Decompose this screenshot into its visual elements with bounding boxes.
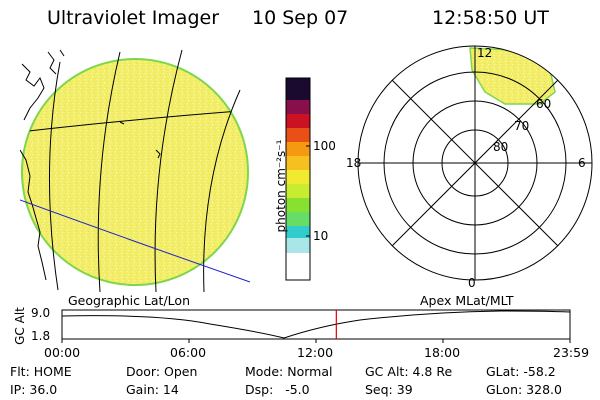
- orbit-track: [20, 199, 251, 283]
- time-tick-1800: 18:00: [424, 345, 461, 360]
- time-tick-0600: 06:00: [170, 345, 207, 360]
- mlat-label-60: 60: [536, 97, 552, 111]
- status-gc-alt: GC Alt: 4.8 Re: [365, 364, 453, 379]
- status-door: Door: Open: [126, 364, 198, 379]
- apex-label: Apex MLat/MLT: [420, 293, 514, 308]
- time-label: 12:58:50 UT: [432, 7, 549, 29]
- coastline: [20, 49, 161, 281]
- time-tick-0000: 00:00: [44, 345, 81, 360]
- colorbar-tick-10: 10: [313, 229, 329, 243]
- status-ip: IP: 36.0: [10, 382, 58, 397]
- mlt-label-12: 12: [477, 46, 493, 60]
- mlat-label-70: 70: [514, 119, 530, 133]
- colorbar-unit-label: photon cm⁻²s⁻¹: [274, 139, 288, 233]
- status-seq: Seq: 39: [365, 382, 413, 397]
- status-mode: Mode: Normal: [245, 364, 333, 379]
- mlt-label-0: 0: [468, 276, 476, 290]
- mlt-label-18: 18: [346, 156, 362, 170]
- geographic-label: Geographic Lat/Lon: [68, 293, 190, 308]
- geographic-earth-view: [20, 49, 251, 292]
- instrument-title: Ultraviolet Imager: [47, 7, 220, 29]
- altitude-plot: [61, 309, 571, 343]
- status-flight: Flt: HOME: [10, 364, 72, 379]
- altitude-axis-label: GC Alt: [13, 307, 27, 345]
- status-dsp: Dsp: -5.0: [245, 382, 310, 397]
- earth-disk: [21, 58, 249, 286]
- status-glon: GLon: 328.0: [486, 382, 562, 397]
- time-tick-2359: 23:59: [553, 345, 590, 360]
- status-glat: GLat: -58.2: [486, 364, 556, 379]
- altitude-curve: [61, 310, 571, 339]
- altitude-tick-bottom: 1.8: [31, 329, 51, 343]
- time-tick-1200: 12:00: [297, 345, 334, 360]
- polar-plot: [357, 45, 593, 281]
- colorbar: [285, 77, 311, 281]
- altitude-tick-top: 9.0: [31, 306, 51, 320]
- date-label: 10 Sep 07: [252, 7, 349, 29]
- mlt-label-6: 6: [578, 156, 586, 170]
- status-gain: Gain: 14: [126, 382, 179, 397]
- mlat-label-80: 80: [493, 140, 509, 154]
- colorbar-tick-100: 100: [313, 139, 336, 153]
